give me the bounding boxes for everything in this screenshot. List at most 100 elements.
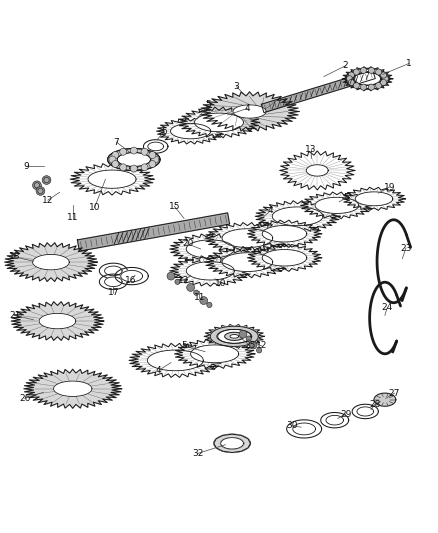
Circle shape — [382, 76, 389, 82]
Text: 19: 19 — [384, 182, 395, 191]
Polygon shape — [321, 413, 349, 428]
Circle shape — [112, 151, 119, 158]
Circle shape — [348, 72, 354, 78]
Circle shape — [167, 272, 175, 280]
Text: 11: 11 — [194, 294, 205, 302]
Circle shape — [38, 188, 43, 193]
Text: 4: 4 — [244, 104, 250, 113]
Circle shape — [375, 83, 381, 88]
Text: 2: 2 — [343, 61, 349, 70]
Polygon shape — [261, 70, 375, 112]
Text: 20: 20 — [182, 239, 193, 248]
Polygon shape — [218, 329, 251, 343]
Polygon shape — [88, 170, 136, 188]
Text: 12: 12 — [178, 276, 190, 285]
Text: 16: 16 — [125, 276, 137, 285]
Polygon shape — [78, 213, 230, 251]
Circle shape — [112, 160, 119, 167]
Text: 32: 32 — [192, 449, 204, 458]
Text: 18: 18 — [9, 253, 21, 261]
Circle shape — [257, 348, 262, 353]
Text: 12: 12 — [256, 342, 268, 351]
Text: 25: 25 — [245, 342, 256, 351]
Polygon shape — [186, 262, 234, 280]
Text: 4: 4 — [268, 206, 273, 215]
Polygon shape — [205, 223, 290, 254]
Polygon shape — [156, 118, 225, 144]
Circle shape — [368, 84, 374, 90]
Circle shape — [360, 84, 367, 90]
Text: 28: 28 — [370, 400, 381, 408]
Circle shape — [375, 69, 381, 75]
Polygon shape — [117, 152, 150, 166]
Circle shape — [36, 187, 45, 195]
Polygon shape — [108, 149, 160, 171]
Polygon shape — [186, 240, 234, 258]
Polygon shape — [148, 350, 203, 371]
Circle shape — [152, 156, 159, 163]
Text: 24: 24 — [381, 303, 393, 312]
Polygon shape — [247, 220, 321, 247]
Polygon shape — [357, 407, 374, 416]
Polygon shape — [129, 343, 222, 377]
Polygon shape — [326, 415, 343, 425]
Polygon shape — [262, 249, 307, 266]
Text: 1: 1 — [406, 59, 412, 68]
Polygon shape — [272, 207, 323, 225]
Circle shape — [353, 83, 359, 88]
Text: 26: 26 — [19, 394, 30, 403]
Polygon shape — [355, 192, 393, 206]
Text: 29: 29 — [340, 409, 351, 418]
Circle shape — [141, 148, 148, 155]
Circle shape — [194, 290, 199, 295]
Circle shape — [239, 330, 247, 338]
Circle shape — [207, 302, 212, 308]
Polygon shape — [24, 369, 122, 408]
Circle shape — [149, 151, 156, 158]
Polygon shape — [174, 339, 255, 369]
Polygon shape — [170, 255, 251, 286]
Polygon shape — [115, 268, 148, 285]
Polygon shape — [220, 438, 244, 449]
Polygon shape — [315, 197, 359, 213]
Polygon shape — [352, 404, 378, 418]
Text: 13: 13 — [305, 145, 316, 154]
Polygon shape — [204, 325, 265, 348]
Polygon shape — [233, 105, 266, 118]
Circle shape — [120, 164, 127, 171]
Polygon shape — [222, 253, 273, 271]
Polygon shape — [144, 140, 168, 153]
Polygon shape — [11, 302, 104, 341]
Polygon shape — [99, 274, 127, 289]
Polygon shape — [230, 335, 239, 338]
Text: 10: 10 — [89, 203, 100, 212]
Polygon shape — [306, 165, 328, 176]
Polygon shape — [191, 345, 239, 362]
Circle shape — [120, 148, 127, 155]
Circle shape — [34, 183, 39, 188]
Text: 10: 10 — [215, 279, 227, 288]
Text: 7: 7 — [113, 138, 119, 147]
Polygon shape — [39, 313, 76, 329]
Text: 9: 9 — [23, 161, 29, 171]
Polygon shape — [293, 423, 315, 435]
Circle shape — [353, 69, 359, 75]
Circle shape — [187, 284, 194, 292]
Circle shape — [368, 67, 374, 74]
Circle shape — [44, 177, 49, 183]
Polygon shape — [70, 163, 154, 195]
Polygon shape — [53, 381, 92, 397]
Polygon shape — [214, 434, 251, 453]
Polygon shape — [105, 266, 122, 276]
Circle shape — [381, 72, 387, 78]
Text: 3: 3 — [233, 82, 239, 91]
Polygon shape — [170, 233, 251, 264]
Polygon shape — [5, 243, 97, 281]
Text: 17: 17 — [108, 288, 119, 297]
Circle shape — [149, 160, 156, 167]
Circle shape — [109, 156, 116, 163]
Polygon shape — [99, 263, 127, 279]
Text: 15: 15 — [169, 202, 180, 211]
Polygon shape — [117, 152, 150, 166]
Polygon shape — [178, 107, 260, 138]
